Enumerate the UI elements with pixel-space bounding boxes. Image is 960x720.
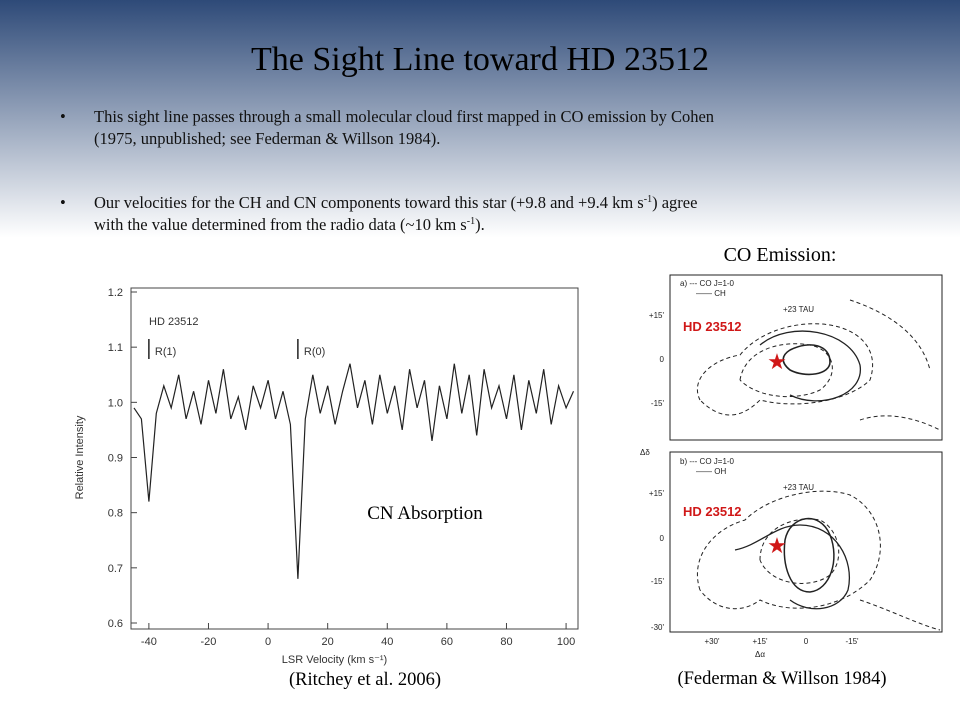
star-label: HD 23512 [683,504,742,519]
map-xtick: +30' [704,637,720,646]
bullet-dot: • [60,107,66,126]
co-label: CO Emission: [724,244,837,266]
map-legend: b) --- CO J=1-0 [680,457,735,466]
map-ytick: -15' [651,399,665,408]
map-frame [669,274,943,441]
contour [783,518,835,593]
credit: (Federman & Willson 1984) [677,669,886,689]
contour [734,524,850,610]
bullets: • This sight line passes through a small… [60,107,714,234]
x-tick-label: 100 [557,636,575,648]
map-xtick: 0 [804,637,809,646]
map-frame [669,451,943,633]
map-xtick: -15' [845,637,859,646]
bullet-dot: • [60,193,66,212]
contour [759,330,861,402]
map-panel [625,268,947,660]
star: ★ [767,349,787,374]
text: Our velocities for the CH and CN compone… [94,193,644,212]
bullet-line: (1975, unpublished; see Federman & Wills… [94,129,440,148]
x-axis-label: LSR Velocity (km s⁻¹) [282,654,387,666]
y-tick-label: 0.8 [108,508,123,520]
bullet-line: with the value determined from the radio… [94,215,485,234]
contour [849,299,941,431]
text: ) agree [652,193,697,212]
text: (1975, unpublished; see Federman & Wills… [94,129,440,148]
text: ). [475,215,485,234]
map-ylabel: Δδ [640,448,650,457]
x-tick-label: -20 [201,636,217,648]
map-b: b) --- CO J=1-0 —— OH +23 TAU +15' 0 -15… [649,451,943,646]
contour [696,323,874,416]
spectrum-line [133,363,575,579]
bullet-line: Our velocities for the CH and CN compone… [94,193,697,212]
annotation-label: R(1) [155,346,176,358]
map-ytick: +15' [649,489,665,498]
spectrum-panel [65,280,600,665]
chart-title: HD 23512 [149,316,199,328]
x-tick-label: 0 [265,636,271,648]
map-ytick: 0 [660,355,665,364]
contour [759,518,840,584]
contour [859,599,941,631]
map-ytick: 0 [660,534,665,543]
map-marker: +23 TAU [783,305,814,314]
map-legend: —— CH [696,289,726,298]
map-xtick: +15' [752,637,768,646]
y-tick-label: 0.9 [108,453,123,465]
bullet-line: This sight line passes through a small m… [94,107,714,126]
spectrum-chart: 0.6 0.7 0.8 0.9 1.0 1.1 1.2 -40 -20 0 20 40 60 80 100 L… [74,287,579,666]
contour [696,490,881,610]
x-tick-label: -40 [141,636,157,648]
star: ★ [767,533,787,558]
map-ytick: +15' [649,311,665,320]
y-tick-label: 1.1 [108,342,123,354]
x-tick-label: 20 [322,636,334,648]
credit: (Ritchey et al. 2006) [289,670,441,690]
map-marker: +23 TAU [783,483,814,492]
slide-title: The Sight Line toward HD 23512 [251,41,709,78]
x-tick-label: 80 [500,636,512,648]
contour [739,343,833,398]
map-ytick: -15' [651,577,665,586]
map-legend: a) --- CO J=1-0 [680,279,735,288]
star-label: HD 23512 [683,319,742,334]
x-tick-label: 60 [441,636,453,648]
map-legend: —— OH [696,467,726,476]
map-ytick: -30' [651,623,665,632]
superscript: -1 [467,216,475,227]
text: with the value determined from the radio… [94,215,467,234]
map-xlabel: Δα [755,650,765,659]
y-tick-label: 1.2 [108,287,123,299]
annotation-label: R(0) [304,346,325,358]
cn-label: CN Absorption [367,503,483,524]
text: This sight line passes through a small m… [94,107,714,126]
contour [782,344,831,376]
y-tick-label: 0.7 [108,563,123,575]
y-axis-label: Relative Intensity [74,415,86,499]
y-tick-label: 0.6 [108,618,123,630]
plot-frame [130,287,579,630]
superscript: -1 [644,194,652,205]
x-tick-label: 40 [381,636,393,648]
map-a: a) --- CO J=1-0 —— CH +23 TAU +15' 0 -15… [649,274,943,441]
y-tick-label: 1.0 [108,397,123,409]
